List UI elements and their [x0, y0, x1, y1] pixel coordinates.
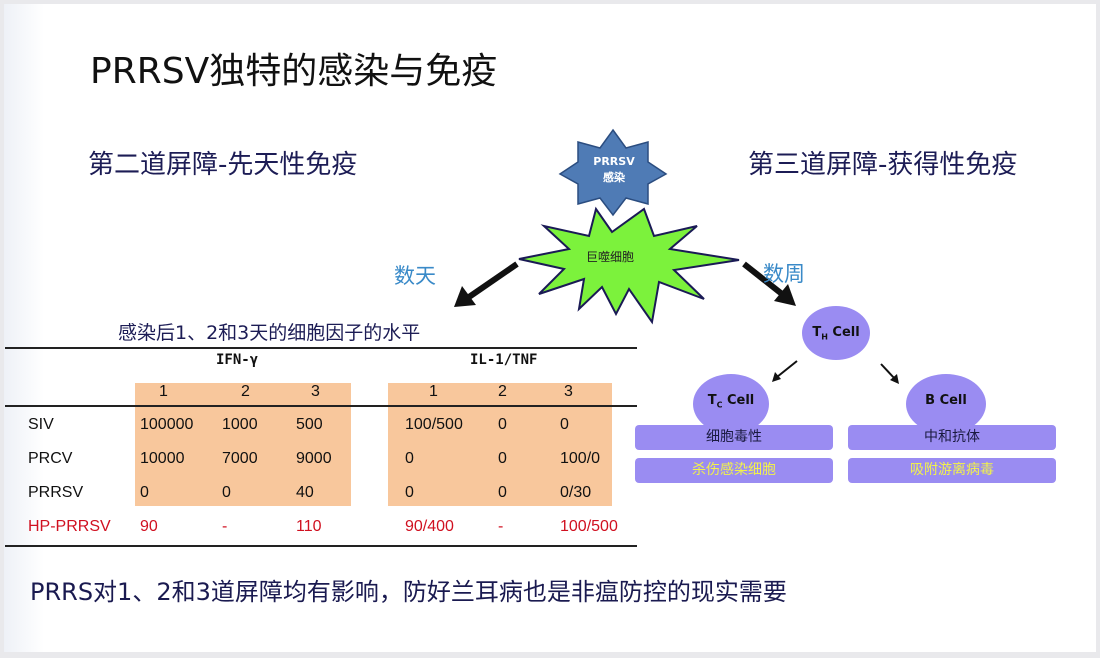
- il-value: 0: [498, 416, 507, 433]
- ifn-value: 0: [222, 484, 231, 501]
- arrow-weeks: [742, 261, 796, 306]
- group-header-ifn: IFN-γ: [216, 352, 259, 368]
- row-label: PRRSV: [28, 484, 84, 501]
- table-bottom-rule: [5, 545, 637, 547]
- infection-star: [558, 128, 668, 217]
- day-header: 2: [498, 383, 507, 400]
- il-value: -: [498, 518, 504, 535]
- ifn-value: 500: [296, 416, 323, 433]
- left-heading: 第二道屏障-先天性免疫: [88, 150, 358, 180]
- day-header: 3: [311, 383, 320, 400]
- group-header-il: IL-1/TNF: [470, 352, 538, 368]
- right-heading: 第三道屏障-获得性免疫: [748, 150, 1018, 180]
- th-cell: TH Cell: [802, 306, 870, 360]
- il-value: 0/30: [560, 484, 592, 501]
- ifn-value: 40: [296, 484, 314, 501]
- il-value: 100/500: [560, 518, 618, 535]
- row-label: PRCV: [28, 450, 73, 467]
- row-label: SIV: [28, 416, 54, 433]
- row-label: HP-PRRSV: [28, 518, 111, 535]
- il-value: 0: [405, 450, 414, 467]
- il-value: 100/0: [560, 450, 601, 467]
- table-header-rule: [5, 405, 637, 407]
- il-value: 0: [498, 484, 507, 501]
- ifn-value: 9000: [296, 450, 332, 467]
- arrow-days: [454, 261, 519, 307]
- weeks-label: 数周: [763, 262, 805, 286]
- ifn-value: 100000: [140, 416, 194, 433]
- il-value: 100/500: [405, 416, 463, 433]
- slide-title: PRRSV独特的感染与免疫: [90, 51, 498, 92]
- tc-cell: TC Cell: [693, 374, 769, 434]
- ifn-value: 7000: [222, 450, 258, 467]
- macrophage-starburst: [518, 206, 740, 325]
- ifn-value: 0: [140, 484, 149, 501]
- diagram-shapes: [454, 128, 899, 384]
- day-header: 3: [564, 383, 573, 400]
- day-header: 1: [159, 383, 168, 400]
- conclusion-text: PRRS对1、2和3道屏障均有影响，防好兰耳病也是非瘟防控的现实需要: [30, 578, 787, 606]
- il-highlight: [388, 383, 612, 506]
- b-cell: B Cell: [906, 374, 986, 434]
- b-effect-box: 吸附游离病毒: [848, 458, 1056, 483]
- il-value: 90/400: [405, 518, 454, 535]
- b-function-box: 中和抗体: [848, 425, 1056, 450]
- day-header: 2: [241, 383, 250, 400]
- table-caption: 感染后1、2和3天的细胞因子的水平: [118, 322, 421, 344]
- slide: PRRSV独特的感染与免疫 第二道屏障-先天性免疫 第三道屏障-获得性免疫 PR…: [4, 4, 1096, 652]
- days-label: 数天: [394, 264, 436, 288]
- il-value: 0: [560, 416, 569, 433]
- ifn-value: 10000: [140, 450, 185, 467]
- tc-function-box: 细胞毒性: [635, 425, 833, 450]
- day-header: 1: [429, 383, 438, 400]
- table-top-rule: [5, 347, 637, 349]
- ifn-value: 1000: [222, 416, 258, 433]
- ifn-value: 110: [296, 518, 322, 535]
- arrow-th-to-b: [880, 363, 899, 384]
- infection-label: PRRSV感染: [593, 155, 635, 184]
- tc-effect-box: 杀伤感染细胞: [635, 458, 833, 483]
- macrophage-label: 巨噬细胞: [586, 250, 635, 264]
- il-value: 0: [405, 484, 414, 501]
- ifn-highlight: [135, 383, 351, 506]
- ifn-value: 90: [140, 518, 158, 535]
- arrow-th-to-tc: [772, 360, 798, 382]
- ifn-value: -: [222, 518, 228, 535]
- il-value: 0: [498, 450, 507, 467]
